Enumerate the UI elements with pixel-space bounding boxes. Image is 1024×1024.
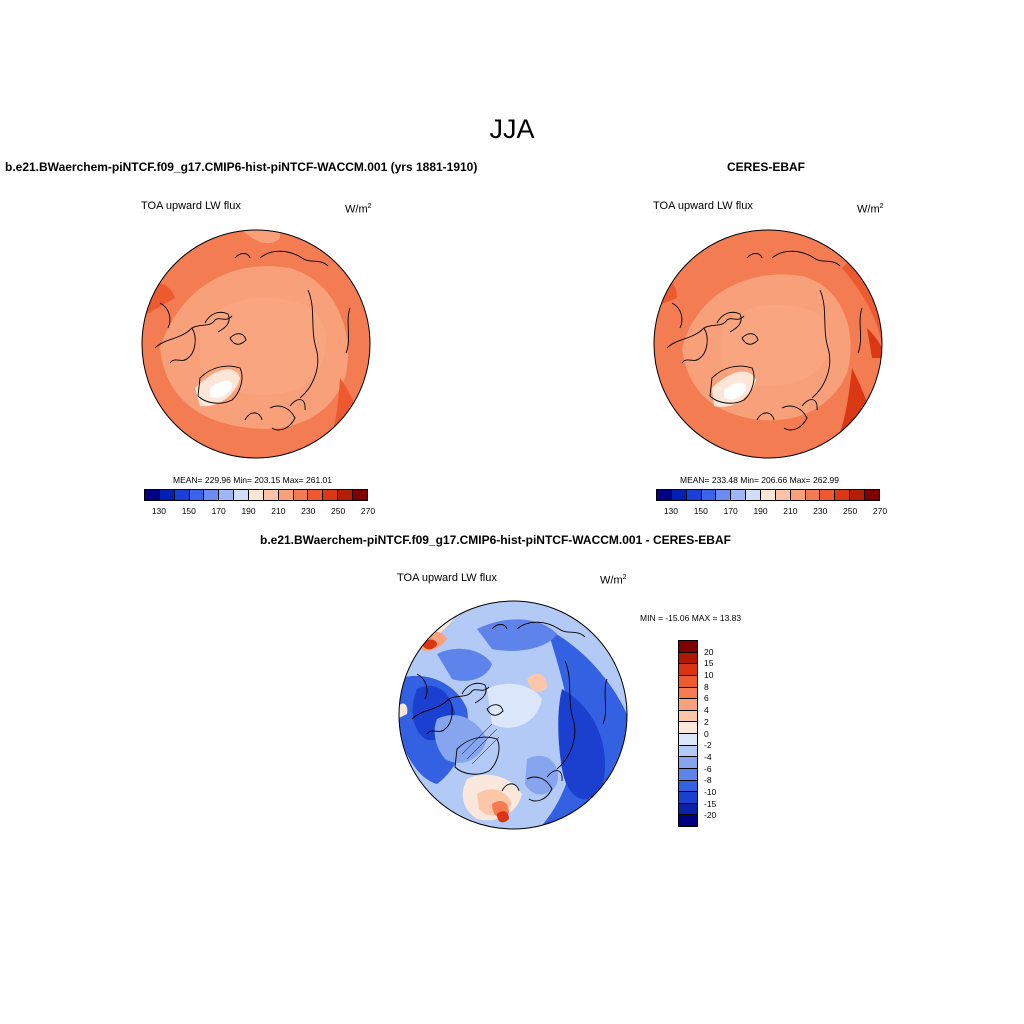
obs-colorbar-swatch [850, 490, 866, 500]
model-units-label: W/m2 [345, 203, 372, 216]
diff-colorbar-tick: -4 [704, 751, 712, 762]
obs-colorbar-swatch [657, 490, 672, 500]
obs-colorbar-tick: 150 [693, 506, 708, 516]
model-colorbar-tick: 210 [271, 506, 286, 516]
diff-panel-title: b.e21.BWaerchem-piNTCF.f09_g17.CMIP6-his… [260, 533, 731, 547]
model-panel-title: b.e21.BWaerchem-piNTCF.f09_g17.CMIP6-his… [5, 160, 478, 174]
diff-colorbar-swatch [679, 710, 697, 723]
diff-colorbar-tick: -10 [704, 786, 717, 797]
diff-colorbar-tick: -15 [704, 798, 717, 809]
model-colorbar-tick: 190 [241, 506, 256, 516]
diff-colorbar-tick: 6 [704, 693, 709, 704]
obs-colorbar-tick: 270 [872, 506, 888, 516]
obs-colorbar-tick: 190 [753, 506, 768, 516]
diff-stats: MIN = -15.06 MAX = 13.83 [640, 613, 742, 623]
diff-colorbar-swatch [679, 734, 697, 746]
diff-units-label: W/m2 [600, 574, 627, 587]
diff-colorbar-swatch [679, 792, 697, 804]
diff-colorbar-tick: 10 [704, 670, 714, 681]
diff-variable-label: TOA upward LW flux [397, 572, 497, 584]
diff-colorbar [678, 640, 698, 827]
diff-colorbar-swatch [679, 757, 697, 769]
diff-colorbar-swatch [679, 675, 697, 688]
diff-colorbar-tick: 20 [704, 646, 714, 657]
obs-colorbar-swatch [671, 490, 687, 500]
obs-panel-title: CERES-EBAF [727, 160, 806, 174]
diff-colorbar-tick: 8 [704, 681, 709, 692]
diff-colorbar-swatch [679, 722, 697, 734]
diff-polar-map [398, 600, 628, 830]
model-colorbar-swatch [353, 490, 367, 500]
obs-colorbar-swatch [761, 490, 776, 500]
main-title: JJA [489, 114, 535, 144]
diff-colorbar-tick: 15 [704, 658, 714, 669]
model-colorbar-swatch [293, 490, 309, 500]
obs-colorbar-swatch [686, 490, 702, 500]
diff-colorbar-tick: -6 [704, 763, 712, 774]
diff-colorbar-swatch [679, 745, 697, 758]
obs-colorbar-tick: 170 [723, 506, 738, 516]
obs-colorbar-swatch [731, 490, 747, 500]
diff-colorbar-tick: 0 [704, 728, 709, 739]
model-colorbar [144, 489, 368, 501]
diff-colorbar-swatch [679, 699, 697, 711]
diff-colorbar-swatch [679, 815, 697, 826]
obs-colorbar-tick: 210 [783, 506, 798, 516]
model-colorbar-swatch [174, 490, 190, 500]
model-colorbar-swatch [249, 490, 264, 500]
diff-colorbar-swatch [679, 780, 697, 793]
model-colorbar-swatch [338, 490, 354, 500]
obs-variable-label: TOA upward LW flux [653, 200, 753, 212]
diff-colorbar-swatch [679, 652, 697, 665]
diff-colorbar-swatch [679, 641, 697, 653]
obs-colorbar-swatch [790, 490, 806, 500]
diff-colorbar-tick: -8 [704, 775, 712, 786]
model-colorbar-tick: 270 [360, 506, 376, 516]
obs-colorbar-swatch [820, 490, 836, 500]
obs-colorbar-swatch [835, 490, 851, 500]
diff-colorbar-tick: 4 [704, 705, 709, 716]
diff-colorbar-swatch [679, 687, 697, 700]
model-colorbar-swatch [219, 490, 235, 500]
diff-colorbar-swatch [679, 803, 697, 816]
obs-stats: MEAN= 233.48 Min= 206.66 Max= 262.99 [680, 475, 840, 485]
model-colorbar-swatch [189, 490, 205, 500]
model-colorbar-swatch [145, 490, 160, 500]
model-colorbar-tick: 230 [301, 506, 316, 516]
obs-colorbar [656, 489, 880, 501]
model-colorbar-tick: 250 [331, 506, 346, 516]
obs-colorbar-tick: 230 [813, 506, 828, 516]
obs-units-label: W/m2 [857, 203, 884, 216]
diff-colorbar-tick: -2 [704, 740, 712, 751]
diff-colorbar-swatch [679, 768, 697, 781]
model-colorbar-swatch [323, 490, 339, 500]
diff-colorbar-swatch [679, 664, 697, 676]
obs-colorbar-swatch [775, 490, 791, 500]
obs-colorbar-swatch [716, 490, 732, 500]
obs-colorbar-swatch [701, 490, 717, 500]
obs-colorbar-tick: 130 [663, 506, 679, 516]
obs-colorbar-swatch [746, 490, 762, 500]
model-stats: MEAN= 229.96 Min= 203.15 Max= 261.01 [173, 475, 333, 485]
obs-colorbar-swatch [865, 490, 879, 500]
diff-colorbar-tick: -20 [704, 810, 717, 821]
model-colorbar-tick: 150 [181, 506, 196, 516]
model-colorbar-swatch [308, 490, 324, 500]
model-colorbar-tick: 130 [151, 506, 167, 516]
model-polar-map [141, 229, 371, 459]
obs-colorbar-tick: 250 [843, 506, 858, 516]
obs-colorbar-swatch [805, 490, 821, 500]
diff-colorbar-tick: 2 [704, 716, 709, 727]
model-colorbar-swatch [204, 490, 220, 500]
model-colorbar-swatch [278, 490, 294, 500]
model-variable-label: TOA upward LW flux [141, 200, 241, 212]
model-colorbar-tick: 170 [211, 506, 226, 516]
model-colorbar-swatch [159, 490, 175, 500]
model-colorbar-swatch [234, 490, 250, 500]
obs-polar-map [653, 229, 883, 459]
model-colorbar-swatch [263, 490, 279, 500]
